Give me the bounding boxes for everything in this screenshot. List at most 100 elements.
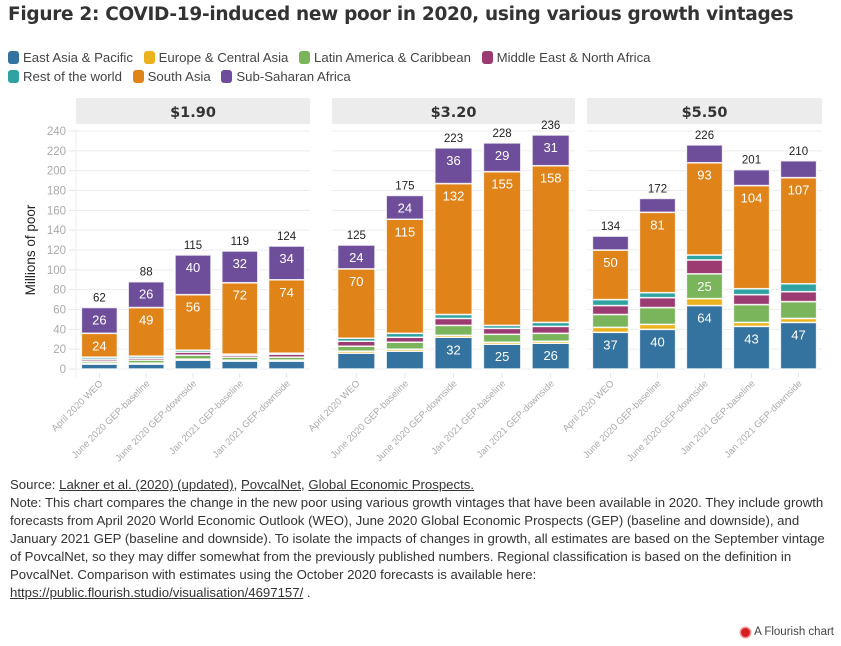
legend-swatch (221, 70, 233, 83)
bar-segment-south-asia[interactable] (267, 279, 306, 354)
bar-segment-sub-saharan-africa[interactable] (434, 147, 473, 185)
bar-total-label: 226 (695, 130, 714, 142)
bar-segment-east-asia-pacific[interactable] (385, 350, 425, 370)
bar-segment-middle-east-north-africa[interactable] (591, 304, 630, 316)
legend-item-europe-central-asia[interactable]: Europe & Central Asia (143, 49, 288, 66)
bar-segment-middle-east-north-africa[interactable] (685, 259, 724, 275)
bar-segment-east-asia-pacific[interactable] (685, 304, 724, 370)
legend-item-rest-of-world[interactable]: Rest of the world (8, 68, 122, 85)
chart-title: Figure 2: COVID-19-induced new poor in 2… (8, 4, 794, 25)
bar-segment-latin-america-caribbean[interactable] (591, 313, 630, 329)
bar-segment-south-asia[interactable] (638, 211, 677, 294)
bar-segment-latin-america-caribbean[interactable] (638, 306, 677, 326)
bar-segment-latin-america-caribbean[interactable] (434, 324, 473, 337)
legend-swatch (132, 70, 144, 83)
segment-value-label: 43 (744, 331, 758, 346)
bar-segment-sub-saharan-africa[interactable] (482, 142, 522, 173)
panel-header-bg (76, 98, 310, 124)
bar-segment-south-asia[interactable] (127, 306, 165, 357)
bar-segment-sub-saharan-africa[interactable] (336, 244, 376, 270)
bar-segment-south-asia[interactable] (336, 268, 376, 340)
bar-segment-latin-america-caribbean[interactable] (482, 333, 522, 343)
legend-item-south-asia[interactable]: South Asia (132, 68, 211, 85)
segment-value-label: 70 (349, 274, 363, 289)
bar-segment-south-asia[interactable] (685, 161, 724, 256)
legend-item-sub-saharan-africa[interactable]: Sub-Saharan Africa (221, 68, 351, 85)
legend-label: South Asia (147, 69, 211, 84)
legend-label: Latin America & Caribbean (314, 50, 471, 65)
bar-segment-east-asia-pacific[interactable] (267, 360, 306, 370)
bar-segment-east-asia-pacific[interactable] (221, 360, 259, 370)
bar-segment-east-asia-pacific[interactable] (336, 352, 376, 370)
bar-segment-sub-saharan-africa[interactable] (779, 160, 818, 179)
bar-segment-sub-saharan-africa[interactable] (531, 134, 571, 167)
bar-segment-sub-saharan-africa[interactable] (80, 306, 119, 335)
x-tick-label: April 2020 WEO (306, 378, 362, 434)
bar-total-label: 175 (395, 180, 414, 192)
bar-segment-south-asia[interactable] (591, 249, 630, 301)
bar-segment-sub-saharan-africa[interactable] (685, 144, 724, 164)
legend-item-east-asia-pacific[interactable]: East Asia & Pacific (8, 49, 133, 66)
bar-segment-east-asia-pacific[interactable] (482, 343, 522, 370)
segment-value-label: 64 (697, 311, 711, 326)
bar-segment-middle-east-north-africa[interactable] (482, 327, 522, 336)
bar-segment-rest-of-the-world[interactable] (732, 287, 771, 296)
bar-segment-east-asia-pacific[interactable] (174, 359, 212, 370)
bar-segment-south-asia[interactable] (385, 218, 425, 335)
legend-swatch (299, 51, 311, 64)
bar-segment-south-asia[interactable] (482, 170, 522, 327)
bar-segment-sub-saharan-africa[interactable] (591, 235, 630, 251)
bar-segment-latin-america-caribbean[interactable] (685, 273, 724, 300)
panel-title: $3.20 (431, 105, 477, 121)
bar-segment-rest-of-the-world[interactable] (779, 282, 818, 293)
panel-header-bg (332, 98, 575, 124)
bar-segment-sub-saharan-africa[interactable] (732, 168, 771, 187)
y-tick-label: 80 (53, 285, 66, 297)
bar-segment-sub-saharan-africa[interactable] (127, 280, 165, 309)
x-tick-label: June 2020 GEP-downside (374, 378, 460, 464)
segment-value-label: 24 (349, 250, 363, 265)
bar-segment-sub-saharan-africa[interactable] (174, 254, 212, 296)
flourish-visualisation-link[interactable]: https://public.flourish.studio/visualisa… (10, 585, 304, 600)
bar-segment-sub-saharan-africa[interactable] (638, 197, 677, 214)
bar-segment-rest-of-the-world[interactable] (591, 298, 630, 307)
bar-total-label: 201 (742, 155, 761, 167)
segment-value-label: 29 (495, 148, 509, 163)
y-axis-label: Millions of poor (23, 204, 38, 295)
bar-segment-middle-east-north-africa[interactable] (732, 293, 771, 306)
bar-segment-sub-saharan-africa[interactable] (267, 245, 306, 281)
legend-swatch (143, 51, 155, 64)
bar-segment-south-asia[interactable] (779, 176, 818, 285)
bar-segment-middle-east-north-africa[interactable] (779, 290, 818, 303)
y-tick-label: 100 (47, 265, 66, 277)
bar-segment-sub-saharan-africa[interactable] (385, 194, 425, 221)
source-link-povcalnet[interactable]: PovcalNet (240, 477, 302, 492)
y-tick-label: 160 (47, 205, 66, 217)
bar-segment-sub-saharan-africa[interactable] (221, 250, 259, 284)
segment-value-label: 24 (398, 200, 412, 215)
bar-total-label: 134 (601, 221, 621, 233)
bar-segment-south-asia[interactable] (531, 164, 571, 324)
bar-segment-latin-america-caribbean[interactable] (732, 303, 771, 324)
bar-segment-east-asia-pacific[interactable] (732, 325, 771, 370)
flourish-branding[interactable]: A Flourish chart (741, 626, 834, 638)
bar-segment-middle-east-north-africa[interactable] (434, 317, 473, 327)
y-tick-label: 60 (53, 305, 66, 317)
y-tick-label: 200 (47, 166, 66, 178)
bar-segment-latin-america-caribbean[interactable] (385, 341, 425, 350)
bar-segment-south-asia[interactable] (221, 281, 259, 355)
bar-segment-middle-east-north-africa[interactable] (531, 325, 571, 335)
bar-segment-east-asia-pacific[interactable] (531, 342, 571, 370)
bar-segment-europe-central-asia[interactable] (685, 297, 724, 307)
legend-item-middle-east-north-africa[interactable]: Middle East & North Africa (481, 49, 651, 66)
legend-item-latin-america-caribbean[interactable]: Latin America & Caribbean (299, 49, 471, 66)
bar-segment-middle-east-north-africa[interactable] (638, 296, 677, 309)
bar-segment-latin-america-caribbean[interactable] (531, 332, 571, 342)
y-tick-label: 0 (60, 364, 66, 376)
x-tick-label: Jan 2021 GEP-downside (723, 378, 805, 460)
bar-segment-latin-america-caribbean[interactable] (779, 300, 818, 320)
source-link-lakner[interactable]: Lakner et al. (2020) (updated) (59, 477, 234, 492)
source-link-gep[interactable]: Global Economic Prospects. (308, 477, 475, 492)
y-tick-label: 240 (47, 126, 66, 138)
bar-segment-east-asia-pacific[interactable] (779, 321, 818, 370)
